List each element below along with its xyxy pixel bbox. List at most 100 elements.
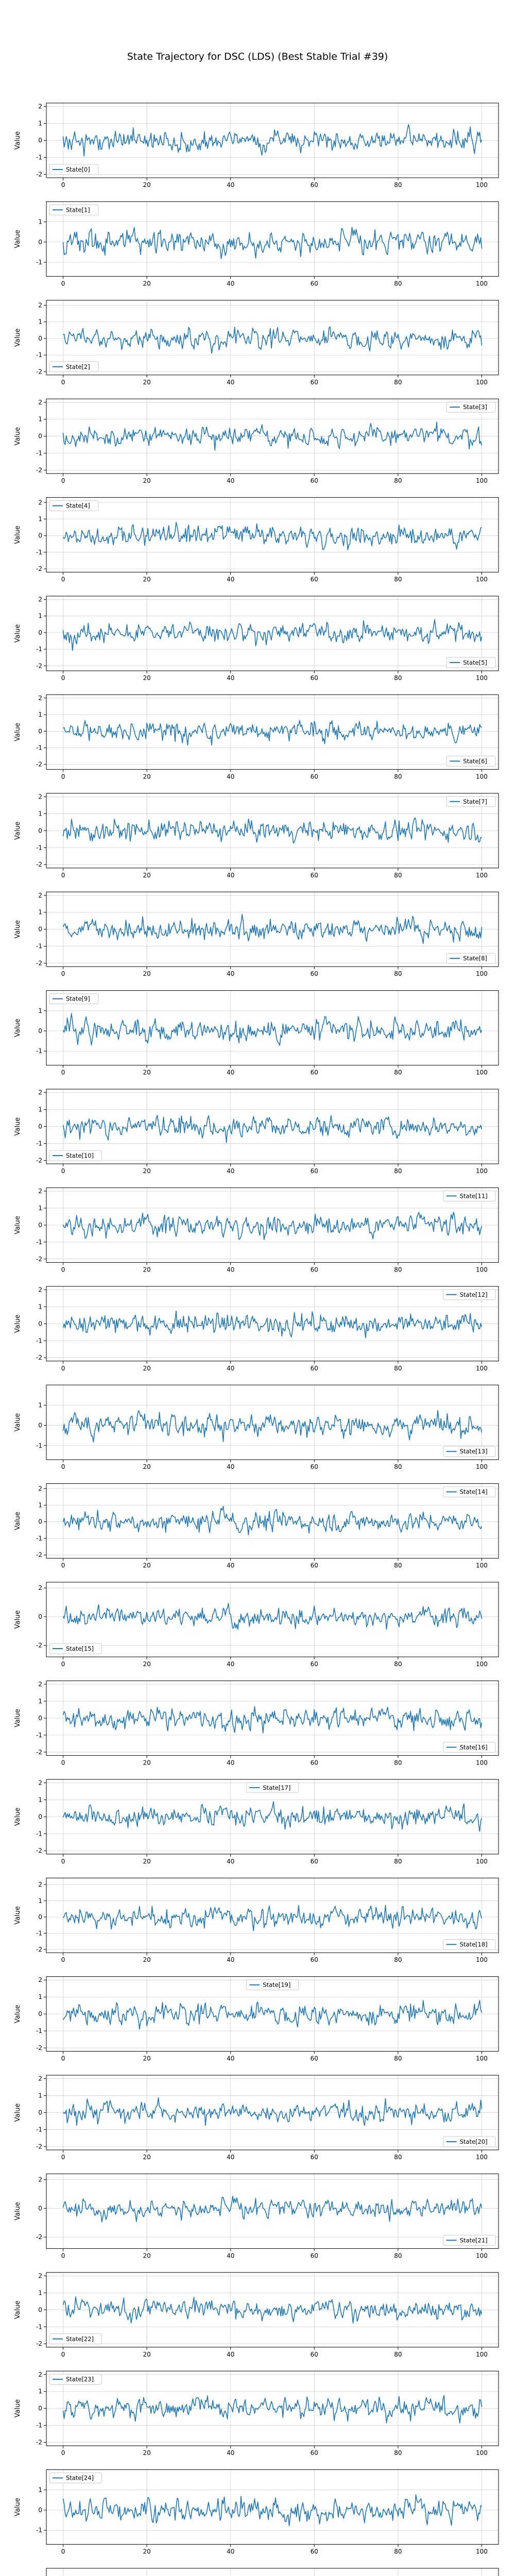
panel-18: 0 20 40 60 80 100 -2 -1 0 1 2 Value State[18] (14, 1877, 499, 1963)
legend-box (49, 2333, 102, 2345)
x-tick-label: 20 (143, 477, 150, 484)
y-tick-label: 1 (38, 318, 42, 326)
legend-label: State[19] (263, 1981, 290, 1989)
y-tick-label: -1 (36, 450, 42, 457)
legend: State[2] (49, 361, 99, 372)
legend: State[20] (443, 2136, 496, 2147)
legend: State[3] (446, 401, 496, 413)
x-tick-label: 60 (311, 674, 318, 682)
y-tick-label: 0 (38, 1422, 42, 1429)
legend: State[5] (446, 657, 496, 668)
x-tick-label: 20 (143, 674, 150, 682)
x-tick-label: 100 (476, 1266, 488, 1273)
y-tick-label: -1 (36, 1929, 42, 1937)
y-tick-label: 1 (38, 2388, 42, 2395)
x-tick-label: 0 (61, 477, 65, 484)
legend-box (446, 657, 496, 668)
y-tick-label: 1 (38, 1205, 42, 1212)
series-line (62, 522, 482, 551)
legend-box (49, 2472, 102, 2484)
x-tick-label: 100 (476, 379, 488, 386)
legend-label: State[15] (66, 1645, 94, 1652)
legend-box (49, 164, 99, 175)
y-tick-label: 1 (38, 909, 42, 916)
x-tick-label: 80 (394, 2055, 402, 2062)
x-tick-label: 80 (394, 2548, 402, 2555)
x-tick-label: 0 (61, 1365, 65, 1372)
x-tick-label: 20 (143, 773, 150, 780)
y-axis-label: Value (14, 2202, 22, 2221)
y-tick-label: 2 (38, 2272, 42, 2279)
x-tick-label: 80 (394, 1956, 402, 1963)
y-axis-label: Value (14, 1807, 22, 1826)
y-tick-label: -2 (36, 1354, 42, 1361)
x-tick-label: 80 (394, 1463, 402, 1470)
legend: State[17] (246, 1782, 299, 1793)
panel-4: 0 20 40 60 80 100 -2 -1 0 1 2 Value State[4] (14, 497, 499, 583)
legend-box (49, 361, 99, 372)
x-tick-label: 80 (394, 1858, 402, 1865)
y-tick-label: -2 (36, 565, 42, 572)
x-tick-label: 60 (311, 872, 318, 879)
legend: State[19] (246, 1979, 299, 1991)
y-tick-label: -1 (36, 2126, 42, 2133)
y-tick-label: -1 (36, 943, 42, 950)
y-tick-label: 0 (38, 2205, 42, 2212)
panel-16: 0 20 40 60 80 100 -2 -1 0 1 2 Value State[16] (14, 1680, 499, 1766)
x-tick-label: 60 (311, 576, 318, 583)
x-tick-label: 60 (311, 1660, 318, 1668)
y-tick-label: 2 (38, 1881, 42, 1888)
x-tick-label: 20 (143, 1759, 150, 1766)
x-tick-label: 60 (311, 2449, 318, 2456)
legend-box (443, 1486, 496, 1498)
y-tick-label: -2 (36, 2439, 42, 2446)
y-tick-label: 0 (38, 532, 42, 539)
series-line (62, 914, 483, 944)
legend-label: State[14] (460, 1488, 488, 1496)
x-tick-label: 80 (394, 1759, 402, 1766)
y-tick-label: -2 (36, 1847, 42, 1854)
y-tick-label: 0 (38, 2506, 42, 2514)
y-tick-label: -1 (36, 259, 42, 266)
x-tick-label: 60 (311, 2055, 318, 2062)
panel-25: 020406080100-0.04-0.020.000.02Valueu[0] … (46, 2568, 499, 2576)
y-tick-label: 1 (38, 2486, 42, 2494)
y-tick-label: -1 (36, 549, 42, 556)
panel-14: 0 20 40 60 80 100 -2 -1 0 1 2 Value State[14] (14, 1483, 499, 1569)
legend: State[24] (49, 2472, 102, 2484)
y-tick-label: -1 (36, 1047, 42, 1055)
y-axis-label: Value (14, 1019, 22, 1037)
legend-box (443, 1446, 496, 1457)
x-tick-label: 80 (394, 1562, 402, 1569)
y-tick-label: 1 (38, 1106, 42, 1113)
series-line (62, 1801, 483, 1832)
x-tick-label: 100 (476, 1069, 488, 1076)
legend-box (49, 993, 99, 1005)
x-tick-label: 20 (143, 2154, 150, 2161)
y-tick-label: -1 (36, 1337, 42, 1344)
panel-7: 0 20 40 60 80 100 -2 -1 0 1 2 Value State[7] (14, 793, 499, 879)
y-axis-label: Value (14, 2399, 22, 2418)
y-tick-label: 2 (38, 1286, 42, 1293)
x-tick-label: 0 (61, 1562, 65, 1569)
legend-label: State[0] (66, 166, 90, 173)
figure-title: State Trajectory for DSC (LDS) (Best Sta… (127, 51, 388, 62)
x-tick-label: 40 (227, 1562, 234, 1569)
legend-box (443, 2136, 496, 2147)
panel-20: 0 20 40 60 80 100 -2 -1 0 1 2 Value State[20] (14, 2075, 499, 2161)
y-tick-label: -2 (36, 1256, 42, 1263)
x-tick-label: 20 (143, 1858, 150, 1865)
y-tick-label: 0 (38, 629, 42, 636)
x-tick-label: 100 (476, 2252, 488, 2259)
x-tick-label: 40 (227, 2351, 234, 2358)
axes-frame (46, 1877, 499, 1953)
y-tick-label: 1 (38, 416, 42, 423)
y-tick-label: -2 (36, 761, 42, 768)
legend: State[12] (443, 1289, 496, 1300)
y-axis-label: Value (14, 526, 22, 544)
y-tick-label: 2 (38, 892, 42, 899)
x-tick-label: 100 (476, 181, 488, 189)
panel-12: 0 20 40 60 80 100 -2 -1 0 1 2 Value State[12] (14, 1286, 499, 1372)
